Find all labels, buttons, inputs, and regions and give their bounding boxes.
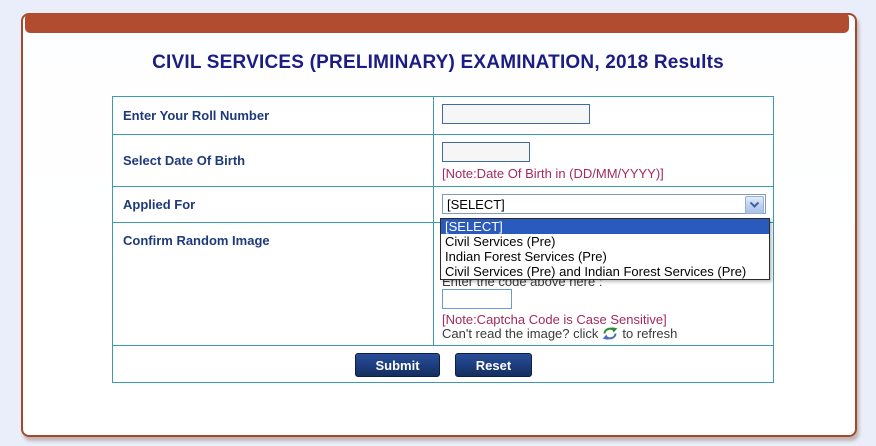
refresh-text-prefix: Can't read the image? click — [442, 326, 599, 341]
applied-for-label: Applied For — [113, 187, 434, 223]
dob-note: [Note:Date Of Birth in (DD/MM/YYYY)] — [442, 166, 664, 181]
header-banner — [25, 13, 849, 33]
refresh-text-suffix: to refresh — [622, 326, 678, 341]
roll-number-label: Enter Your Roll Number — [113, 97, 434, 135]
results-form-table: Enter Your Roll Number Select Date Of Bi… — [112, 96, 774, 383]
dob-label: Select Date Of Birth — [113, 135, 434, 187]
applied-for-selected-value: [SELECT] — [447, 196, 505, 212]
dropdown-option-select[interactable]: [SELECT] — [441, 219, 769, 234]
reset-button[interactable]: Reset — [455, 353, 532, 377]
page-title: CIVIL SERVICES (PRELIMINARY) EXAMINATION… — [152, 52, 724, 73]
buttons-row: Submit Reset — [113, 346, 774, 384]
captcha-case-note: [Note:Captcha Code is Case Sensitive] — [442, 312, 667, 327]
submit-button[interactable]: Submit — [355, 353, 440, 377]
chevron-down-icon[interactable] — [745, 196, 764, 214]
roll-number-input[interactable] — [442, 104, 590, 124]
captcha-label: Confirm Random Image — [113, 223, 434, 346]
dob-cell: [Note:Date Of Birth in (DD/MM/YYYY)] — [434, 135, 774, 187]
dropdown-option-both[interactable]: Civil Services (Pre) and Indian Forest S… — [445, 264, 747, 279]
roll-number-cell — [434, 97, 774, 135]
applied-for-dropdown-list: [SELECT] Civil Services (Pre) Indian For… — [440, 218, 770, 280]
applied-for-select[interactable]: [SELECT] — [442, 194, 766, 214]
dob-input[interactable] — [442, 142, 530, 162]
captcha-cell: Enter the code above here : [Note:Captch… — [434, 223, 774, 346]
captcha-refresh-line: Can't read the image? click to refresh — [442, 326, 677, 341]
dropdown-option-civil-services[interactable]: Civil Services (Pre) — [445, 234, 556, 249]
dropdown-option-indian-forest[interactable]: Indian Forest Services (Pre) — [445, 249, 607, 264]
refresh-arrows-icon[interactable] — [602, 326, 618, 341]
captcha-input[interactable] — [442, 289, 512, 309]
